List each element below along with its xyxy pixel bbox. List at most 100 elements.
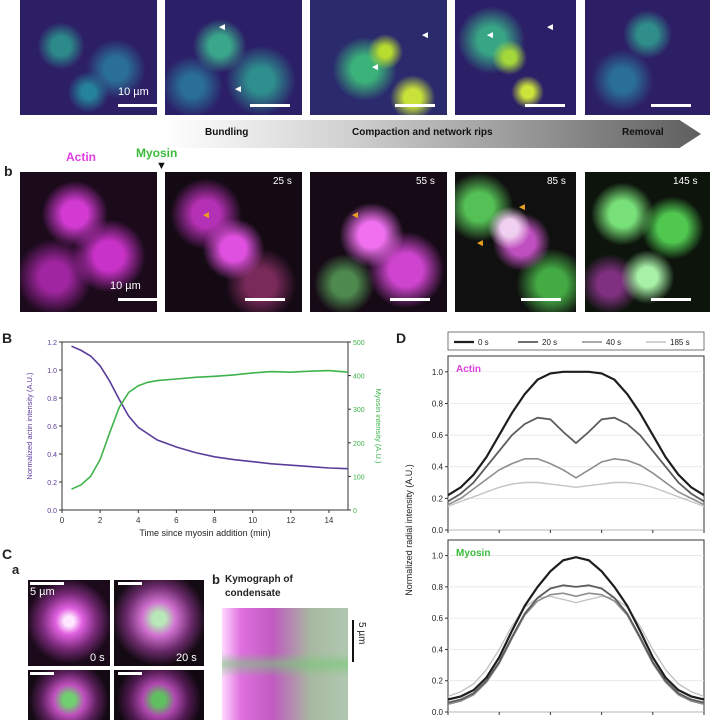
y-right-axis-label: Myosin intensity (A.U.) bbox=[374, 388, 383, 464]
x-tick-label: 2 bbox=[98, 516, 103, 525]
micro-a-1: 10 µm bbox=[20, 0, 157, 115]
scalebar bbox=[525, 104, 565, 107]
micro-b-2: 25 s ◄ bbox=[165, 172, 302, 312]
scalebar bbox=[395, 104, 435, 107]
scalebar bbox=[118, 104, 157, 107]
y-tick-label: 0.6 bbox=[432, 614, 444, 623]
arrowhead-icon: ◄ bbox=[420, 30, 430, 41]
legend-box bbox=[447, 331, 705, 351]
x-axis-label: Time since myosin addition (min) bbox=[139, 528, 270, 538]
kymograph bbox=[222, 608, 348, 720]
panel-letter-B: B bbox=[2, 330, 13, 346]
y-tick-label: 0.0 bbox=[432, 708, 444, 717]
myosin-subplot-label: Myosin bbox=[456, 548, 490, 559]
arrowhead-icon: ◄ bbox=[370, 62, 380, 73]
scalebar-label: 10 µm bbox=[110, 280, 141, 292]
radial-series-line bbox=[447, 584, 705, 704]
x-tick-label: 0 bbox=[60, 516, 65, 525]
x-tick-label: 14 bbox=[324, 516, 333, 525]
y-tick-label: 0.4 bbox=[432, 463, 444, 472]
y-tick-label: 0.2 bbox=[432, 677, 444, 686]
arrowhead-icon: ◄ bbox=[485, 30, 495, 41]
myosin-addition-marker-icon: ▼ bbox=[156, 160, 167, 172]
y-right-tick-label: 300 bbox=[353, 407, 365, 414]
panel-letter-D: D bbox=[396, 330, 407, 346]
arrowhead-icon: ◄ bbox=[233, 84, 243, 95]
panel-letter-C: C bbox=[2, 546, 13, 562]
plot-frame bbox=[447, 539, 705, 713]
scalebar bbox=[521, 298, 561, 301]
x-tick-label: 8 bbox=[212, 516, 217, 525]
legend-entry: 0 s bbox=[478, 338, 489, 347]
radial-series-line bbox=[447, 457, 705, 506]
y-tick-label: 0.8 bbox=[432, 399, 444, 408]
y-tick-label: 0.4 bbox=[432, 645, 444, 654]
micro-c-1: 5 µm 0 s bbox=[28, 580, 110, 666]
panel-letter-b: b bbox=[4, 163, 13, 179]
micro-a-3: ◄ ◄ bbox=[310, 0, 447, 115]
micro-b-4: 85 s ◄ ◄ bbox=[455, 172, 576, 312]
myosin-series-line bbox=[71, 369, 349, 490]
plot-frame bbox=[61, 341, 349, 511]
arrowhead-icon: ◄ bbox=[475, 238, 485, 249]
kymograph-title-line1: Kymograph of bbox=[225, 574, 293, 585]
scalebar bbox=[250, 104, 290, 107]
y-right-tick-label: 400 bbox=[353, 374, 365, 381]
radial-series-line bbox=[447, 556, 705, 701]
time-label: 55 s bbox=[416, 176, 435, 187]
legend-entry: 185 s bbox=[670, 338, 690, 347]
y-right-tick-label: 200 bbox=[353, 441, 365, 448]
legend-entry: 20 s bbox=[542, 338, 557, 347]
micro-c-3 bbox=[28, 670, 110, 720]
scalebar bbox=[245, 298, 285, 301]
stage-label-compaction: Compaction and network rips bbox=[352, 127, 493, 138]
scalebar bbox=[30, 582, 64, 585]
legend-entry: 40 s bbox=[606, 338, 621, 347]
y-tick-label: 1.0 bbox=[432, 552, 444, 561]
scalebar bbox=[651, 298, 691, 301]
radial-series-line bbox=[447, 595, 705, 698]
micro-b-3: 55 s ◄ bbox=[310, 172, 447, 312]
y-tick-label: 0.0 bbox=[432, 526, 444, 535]
scalebar bbox=[118, 582, 142, 585]
y-tick-label: 0.8 bbox=[432, 583, 444, 592]
arrowhead-icon: ◄ bbox=[217, 22, 227, 33]
arrowhead-icon: ◄ bbox=[350, 210, 360, 221]
micro-a-5 bbox=[585, 0, 710, 115]
y-right-tick-label: 100 bbox=[353, 474, 365, 481]
radial-series-line bbox=[447, 416, 705, 503]
y-axis-label: Normalized radial intensity (A.U.) bbox=[404, 464, 414, 596]
sub-letter-b: b bbox=[212, 572, 220, 587]
y-tick-label: 0.0 bbox=[47, 508, 57, 515]
scalebar bbox=[30, 672, 54, 675]
y-tick-label: 0.6 bbox=[432, 431, 444, 440]
arrowhead-icon: ◄ bbox=[517, 202, 527, 213]
arrowhead-icon: ◄ bbox=[201, 210, 211, 221]
scalebar-label: 5 µm bbox=[30, 586, 55, 598]
arrowhead-icon: ◄ bbox=[545, 22, 555, 33]
x-tick-label: 6 bbox=[174, 516, 179, 525]
y-tick-label: 0.6 bbox=[47, 424, 57, 431]
actin-series-line bbox=[71, 345, 349, 470]
scalebar-label: 10 µm bbox=[118, 86, 149, 98]
y-tick-label: 0.2 bbox=[47, 480, 57, 487]
myosin-label: Myosin bbox=[136, 146, 178, 160]
micro-b-1: 10 µm bbox=[20, 172, 157, 312]
y-tick-label: 1.0 bbox=[47, 368, 57, 375]
kymograph-title-line2: condensate bbox=[225, 588, 281, 599]
kymograph-scale-label: 5 µm bbox=[356, 622, 367, 645]
y-tick-label: 0.4 bbox=[47, 452, 57, 459]
time-label: 0 s bbox=[90, 652, 105, 664]
y-tick-label: 1.0 bbox=[432, 368, 444, 377]
scalebar bbox=[118, 298, 157, 301]
micro-c-4 bbox=[114, 670, 204, 720]
radial-series-line bbox=[447, 592, 705, 705]
y-axis-label: Normalized actin intensity (A.U.) bbox=[25, 372, 34, 480]
stage-label-bundling: Bundling bbox=[205, 127, 249, 138]
micro-c-2: 20 s bbox=[114, 580, 204, 666]
time-label: 85 s bbox=[547, 176, 566, 187]
sub-letter-a: a bbox=[12, 562, 20, 577]
x-tick-label: 12 bbox=[286, 516, 295, 525]
micro-a-4: ◄ ◄ bbox=[455, 0, 576, 115]
time-label: 20 s bbox=[176, 652, 197, 664]
